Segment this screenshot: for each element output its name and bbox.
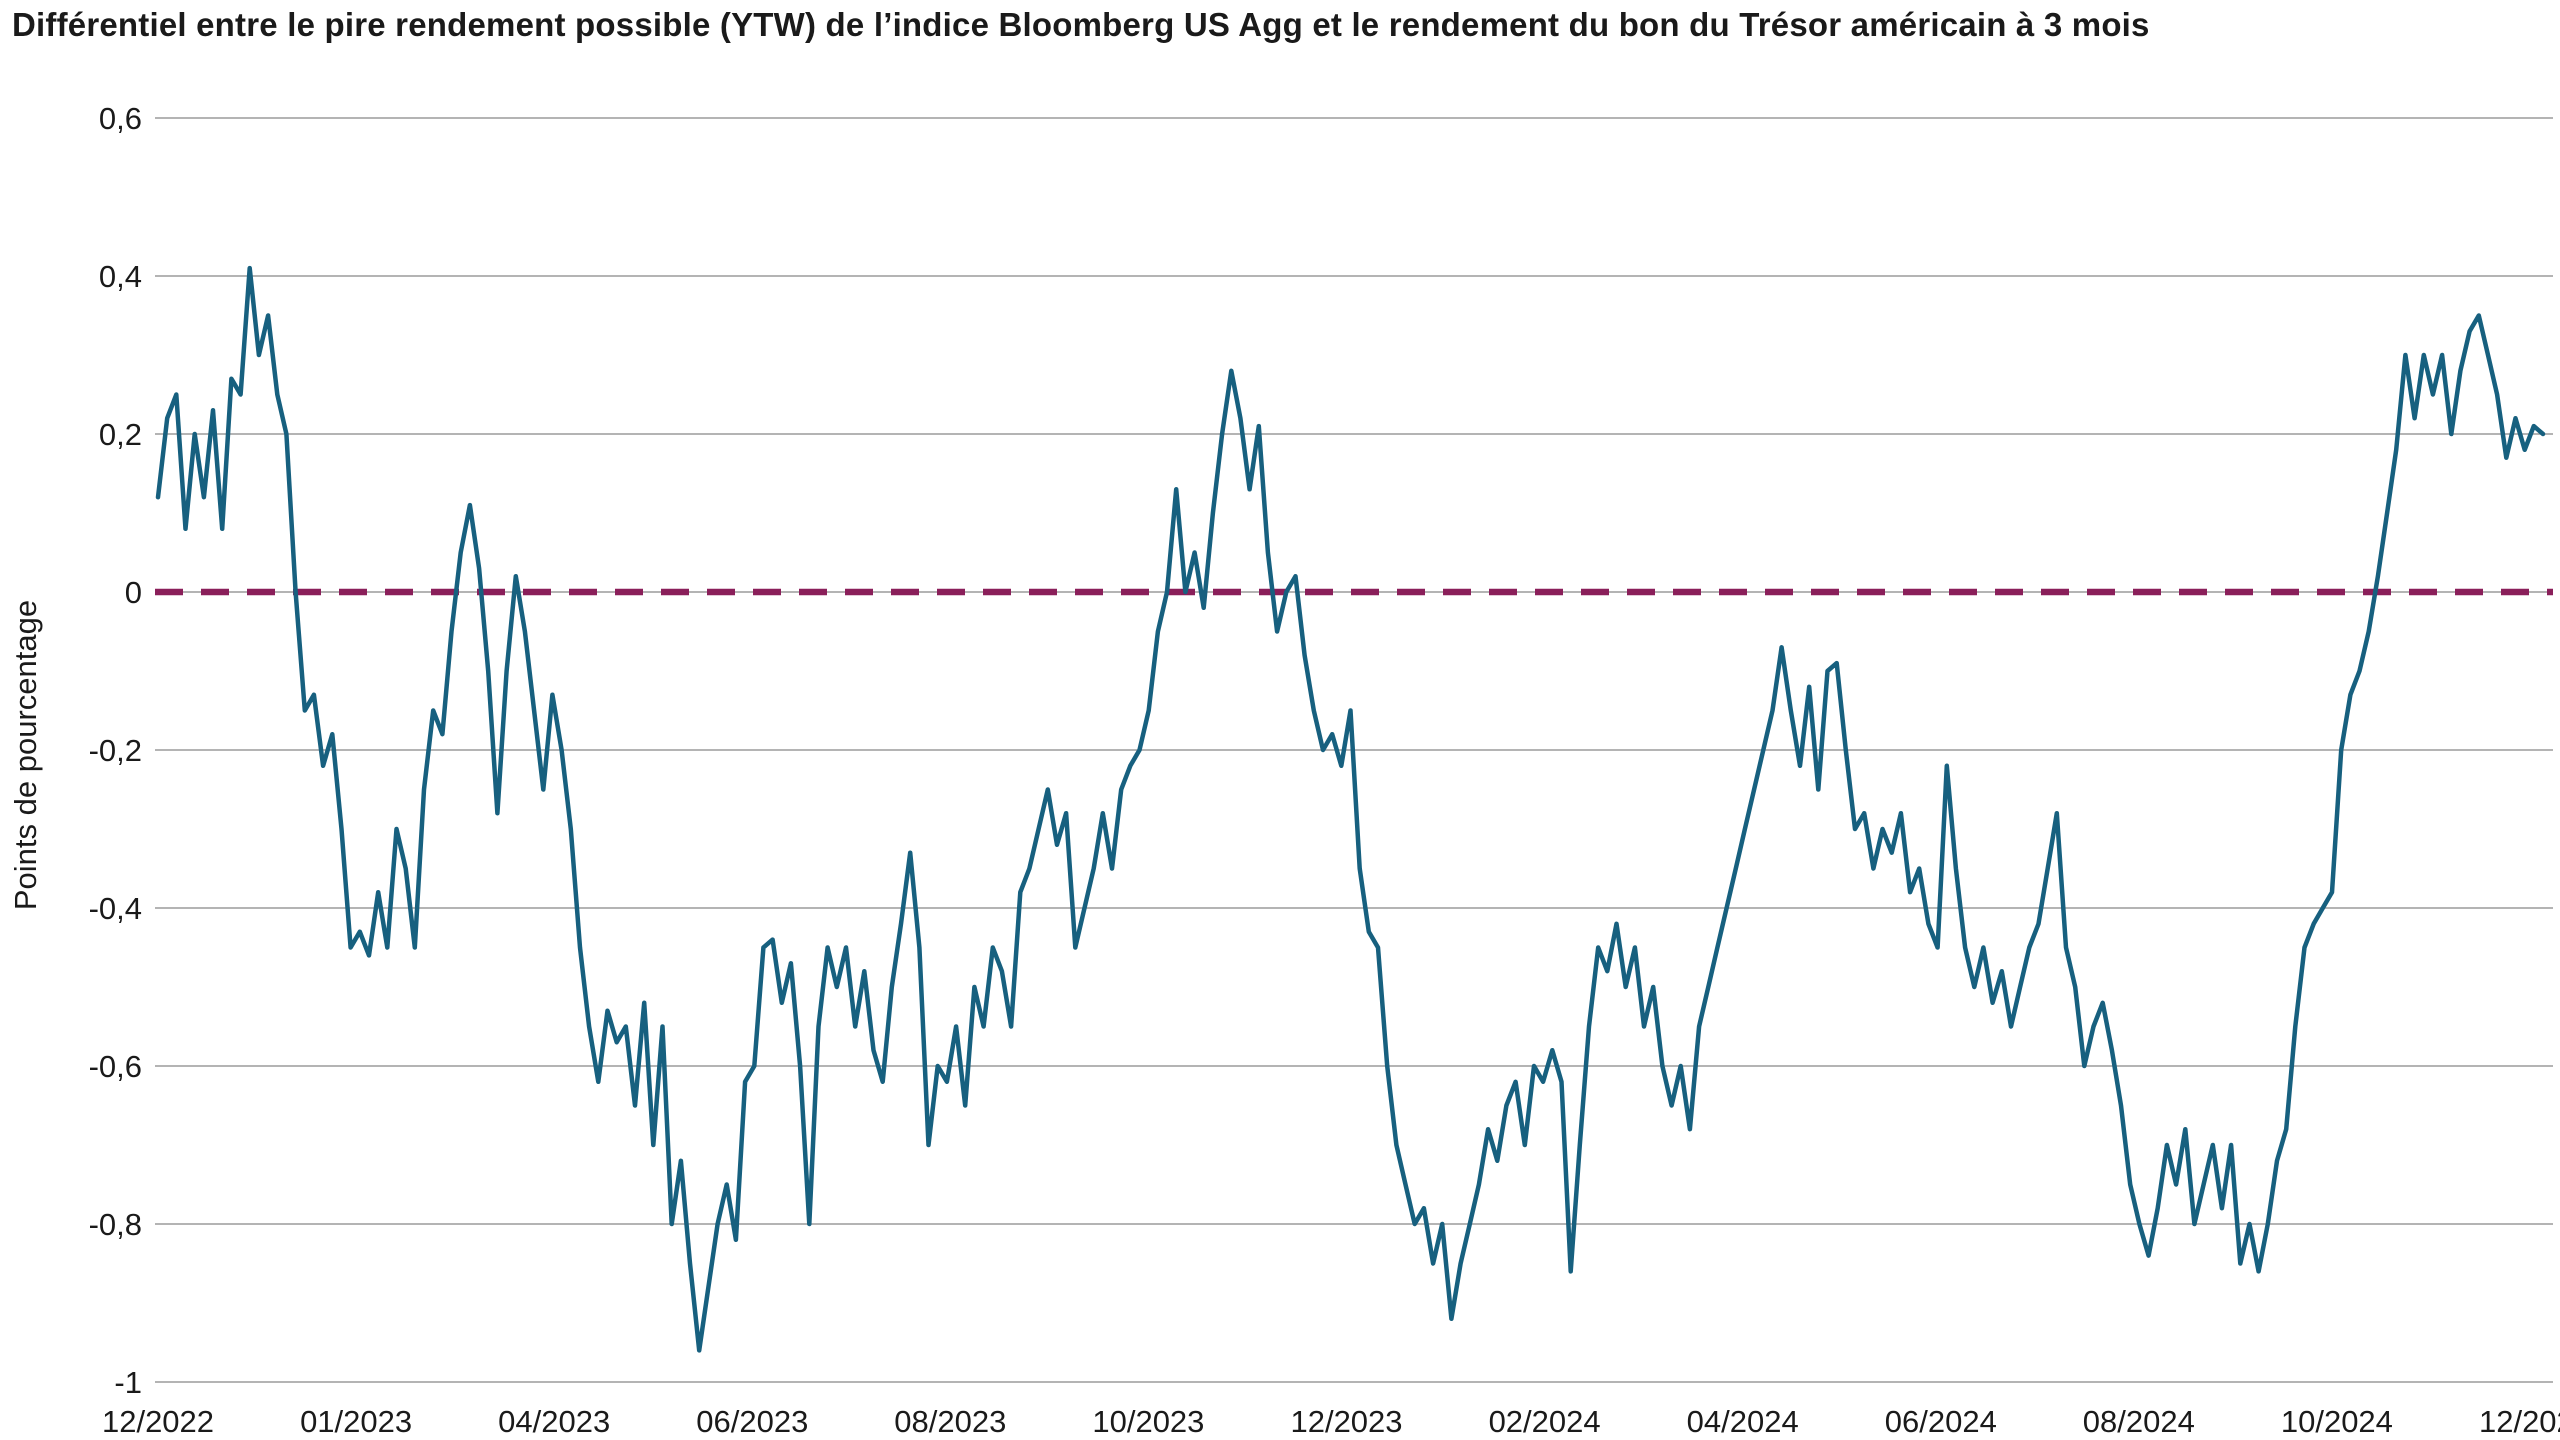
- y-tick-label: -1: [114, 1365, 142, 1400]
- x-tick-label: 10/2024: [2281, 1404, 2393, 1439]
- x-tick-label: 01/2023: [300, 1404, 412, 1439]
- series-line: [155, 265, 2546, 1353]
- y-tick-label: 0,6: [99, 101, 142, 136]
- y-tick-label: -0,6: [89, 1049, 142, 1084]
- x-tick-label: 02/2024: [1489, 1404, 1601, 1439]
- y-tick-label: 0,2: [99, 417, 142, 452]
- x-tick-label: 12/2022: [102, 1404, 214, 1439]
- y-tick-label: 0,4: [99, 259, 142, 294]
- x-tick-label: 08/2023: [894, 1404, 1006, 1439]
- x-tick-label: 08/2024: [2083, 1404, 2195, 1439]
- x-tick-label: 12/2023: [1290, 1404, 1402, 1439]
- y-tick-label: 0: [125, 575, 142, 610]
- chart-title: Différentiel entre le pire rendement pos…: [12, 6, 2150, 43]
- x-tick-label: 10/2023: [1092, 1404, 1204, 1439]
- x-tick-label: 12/2024: [2479, 1404, 2560, 1439]
- y-tick-label: -0,2: [89, 733, 142, 768]
- y-tick-label: -0,8: [89, 1207, 142, 1242]
- y-tick-label: -0,4: [89, 891, 142, 926]
- x-tick-label: 04/2023: [498, 1404, 610, 1439]
- x-tick-label: 06/2023: [696, 1404, 808, 1439]
- x-tick-label: 04/2024: [1687, 1404, 1799, 1439]
- x-tick-label: 06/2024: [1885, 1404, 1997, 1439]
